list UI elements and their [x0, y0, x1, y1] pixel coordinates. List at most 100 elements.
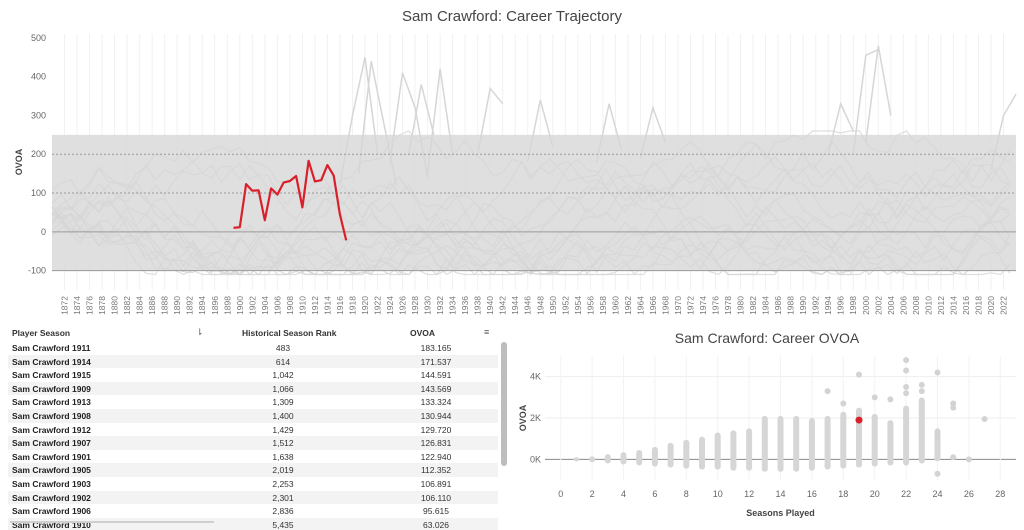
- table-row[interactable]: Sam Crawford 1901 1,638 122.940: [8, 450, 498, 464]
- header-player-season[interactable]: Player Season: [12, 328, 71, 338]
- table-row[interactable]: Sam Crawford 1913 1,309 133.324: [8, 395, 498, 409]
- table-row[interactable]: Sam Crawford 1902 2,301 106.110: [8, 490, 498, 505]
- season-column-points: [573, 457, 580, 462]
- player-point: [981, 416, 988, 423]
- x-tick-label: 1888: [160, 296, 170, 315]
- table-row[interactable]: Sam Crawford 1915 1,042 144.591: [8, 368, 498, 382]
- season-column-points: [683, 439, 690, 469]
- cell-historical-rank: 2,019: [272, 465, 294, 476]
- y-tick-label: 200: [31, 149, 46, 159]
- x-tick-label: 1900: [235, 296, 245, 315]
- x-tick-label: 1884: [135, 296, 145, 315]
- background-player-line: [51, 166, 1011, 276]
- cell-ovoa: 122.940: [420, 451, 452, 462]
- x-tick-label: 1916: [335, 296, 345, 315]
- x-tick-label: 1972: [685, 296, 695, 315]
- y-axis-label: OVOA: [14, 148, 24, 175]
- season-column-points: [699, 436, 705, 470]
- x-tick-label: 1960: [610, 296, 620, 315]
- cell-historical-rank: 1,042: [272, 370, 294, 381]
- x-tick-label: 1920: [360, 296, 370, 315]
- player-point: [871, 394, 878, 401]
- player-point: [903, 367, 910, 374]
- table-row[interactable]: Sam Crawford 1908 1,400 130.944: [8, 409, 498, 423]
- x-tick-label: 1992: [811, 296, 821, 315]
- x-tick-label: 1874: [72, 296, 82, 315]
- background-player-line: [51, 194, 1011, 276]
- trajectory-chart: -100 0 100 200 300 400 500 OVOA 1872 1874 1876 1878…: [14, 33, 1017, 315]
- player-point: [934, 429, 941, 436]
- x-tick-label: 1990: [798, 296, 808, 315]
- header-ovoa[interactable]: OVOA: [410, 328, 436, 338]
- table-scrollbar[interactable]: [501, 342, 507, 466]
- x-tick-label: 1932: [435, 296, 445, 315]
- table-row[interactable]: Sam Crawford 1910 5,435 63.026: [8, 517, 498, 530]
- header-historical-rank[interactable]: Historical Season Rank: [242, 328, 337, 338]
- player-point: [950, 400, 957, 407]
- x-tick-label: 2: [590, 489, 595, 499]
- sort-icon[interactable]: ⇂: [196, 327, 204, 337]
- y-tick-label: 400: [31, 72, 46, 82]
- x-tick-label: 1978: [723, 296, 733, 315]
- cell-player-season: Sam Crawford 1908: [12, 411, 91, 421]
- cell-historical-rank: 614: [275, 356, 291, 367]
- table-horizontal-scrollbar[interactable]: [10, 521, 214, 523]
- table-row[interactable]: Sam Crawford 1903 2,253 106.891: [8, 477, 498, 491]
- x-tick-label: 12: [744, 489, 754, 499]
- player-point: [934, 470, 941, 477]
- x-tick-label: 2020: [986, 296, 996, 315]
- cell-historical-rank: 2,253: [272, 479, 294, 489]
- x-tick-label: 1944: [510, 296, 520, 315]
- x-tick-label: 10: [713, 489, 723, 499]
- table-row[interactable]: Sam Crawford 1912 1,429 129.720: [8, 423, 498, 437]
- y-tick-label: 300: [31, 110, 46, 120]
- season-column-points: [651, 446, 658, 467]
- cell-ovoa: 171.537: [420, 356, 452, 367]
- cell-ovoa: 63.026: [423, 519, 449, 530]
- x-tick-label: 1974: [698, 296, 708, 315]
- x-tick-label: 2010: [923, 296, 933, 315]
- player-point: [824, 388, 831, 395]
- background-lines-band: [52, 134, 1016, 271]
- x-tick-label: 4: [621, 489, 626, 499]
- table-row[interactable]: Sam Crawford 1914 614 171.537: [8, 354, 498, 369]
- x-tick-label: 2014: [948, 296, 958, 315]
- cell-ovoa: 143.569: [420, 383, 452, 394]
- x-tick-label: 1896: [210, 296, 220, 315]
- table-row[interactable]: Sam Crawford 1906 2,836 95.615: [8, 504, 498, 518]
- player-point: [840, 400, 847, 407]
- season-column-points: [761, 415, 768, 472]
- x-tick-label: 0: [558, 489, 563, 499]
- season-column-points: [903, 405, 910, 466]
- x-tick-label: 1908: [285, 296, 295, 315]
- x-tick-label: 1994: [823, 296, 833, 315]
- table-row[interactable]: Sam Crawford 1905 2,019 112.352: [8, 463, 498, 477]
- table-row[interactable]: Sam Crawford 1909 1,066 143.569: [8, 381, 498, 396]
- table-row[interactable]: Sam Crawford 1911 483 183.165: [8, 341, 498, 355]
- background-player-line: [51, 143, 1011, 276]
- x-tick-label: 1996: [836, 296, 846, 315]
- x-tick-label: 1894: [197, 296, 207, 315]
- x-tick-label: 1988: [786, 296, 796, 315]
- background-player-line: [639, 105, 667, 159]
- x-tick-label: 1910: [297, 296, 307, 315]
- cell-ovoa: 126.831: [420, 438, 452, 449]
- cell-player-season: Sam Crawford 1901: [12, 451, 91, 462]
- x-tick-label: 1906: [272, 296, 282, 315]
- cell-ovoa: 95.615: [423, 506, 449, 517]
- background-player-line: [408, 84, 435, 155]
- cell-player-season: Sam Crawford 1911: [12, 343, 91, 353]
- sort-descending-icon[interactable]: ≡: [484, 327, 490, 337]
- cell-player-season: Sam Crawford 1902: [12, 492, 91, 503]
- season-column-points: [918, 397, 925, 464]
- x-tick-label: 1946: [523, 296, 533, 315]
- x-tick-label: 1966: [648, 296, 658, 315]
- cell-ovoa: 112.352: [420, 465, 452, 476]
- x-tick-label: 1898: [222, 296, 232, 315]
- season-column-points: [589, 456, 596, 463]
- x-tick-label: 1930: [423, 296, 433, 315]
- x-tick-label: 1882: [122, 296, 132, 315]
- table-row[interactable]: Sam Crawford 1907 1,512 126.831: [8, 436, 498, 450]
- y-tick-label: 4K: [530, 372, 541, 382]
- cell-historical-rank: 1,309: [272, 397, 294, 408]
